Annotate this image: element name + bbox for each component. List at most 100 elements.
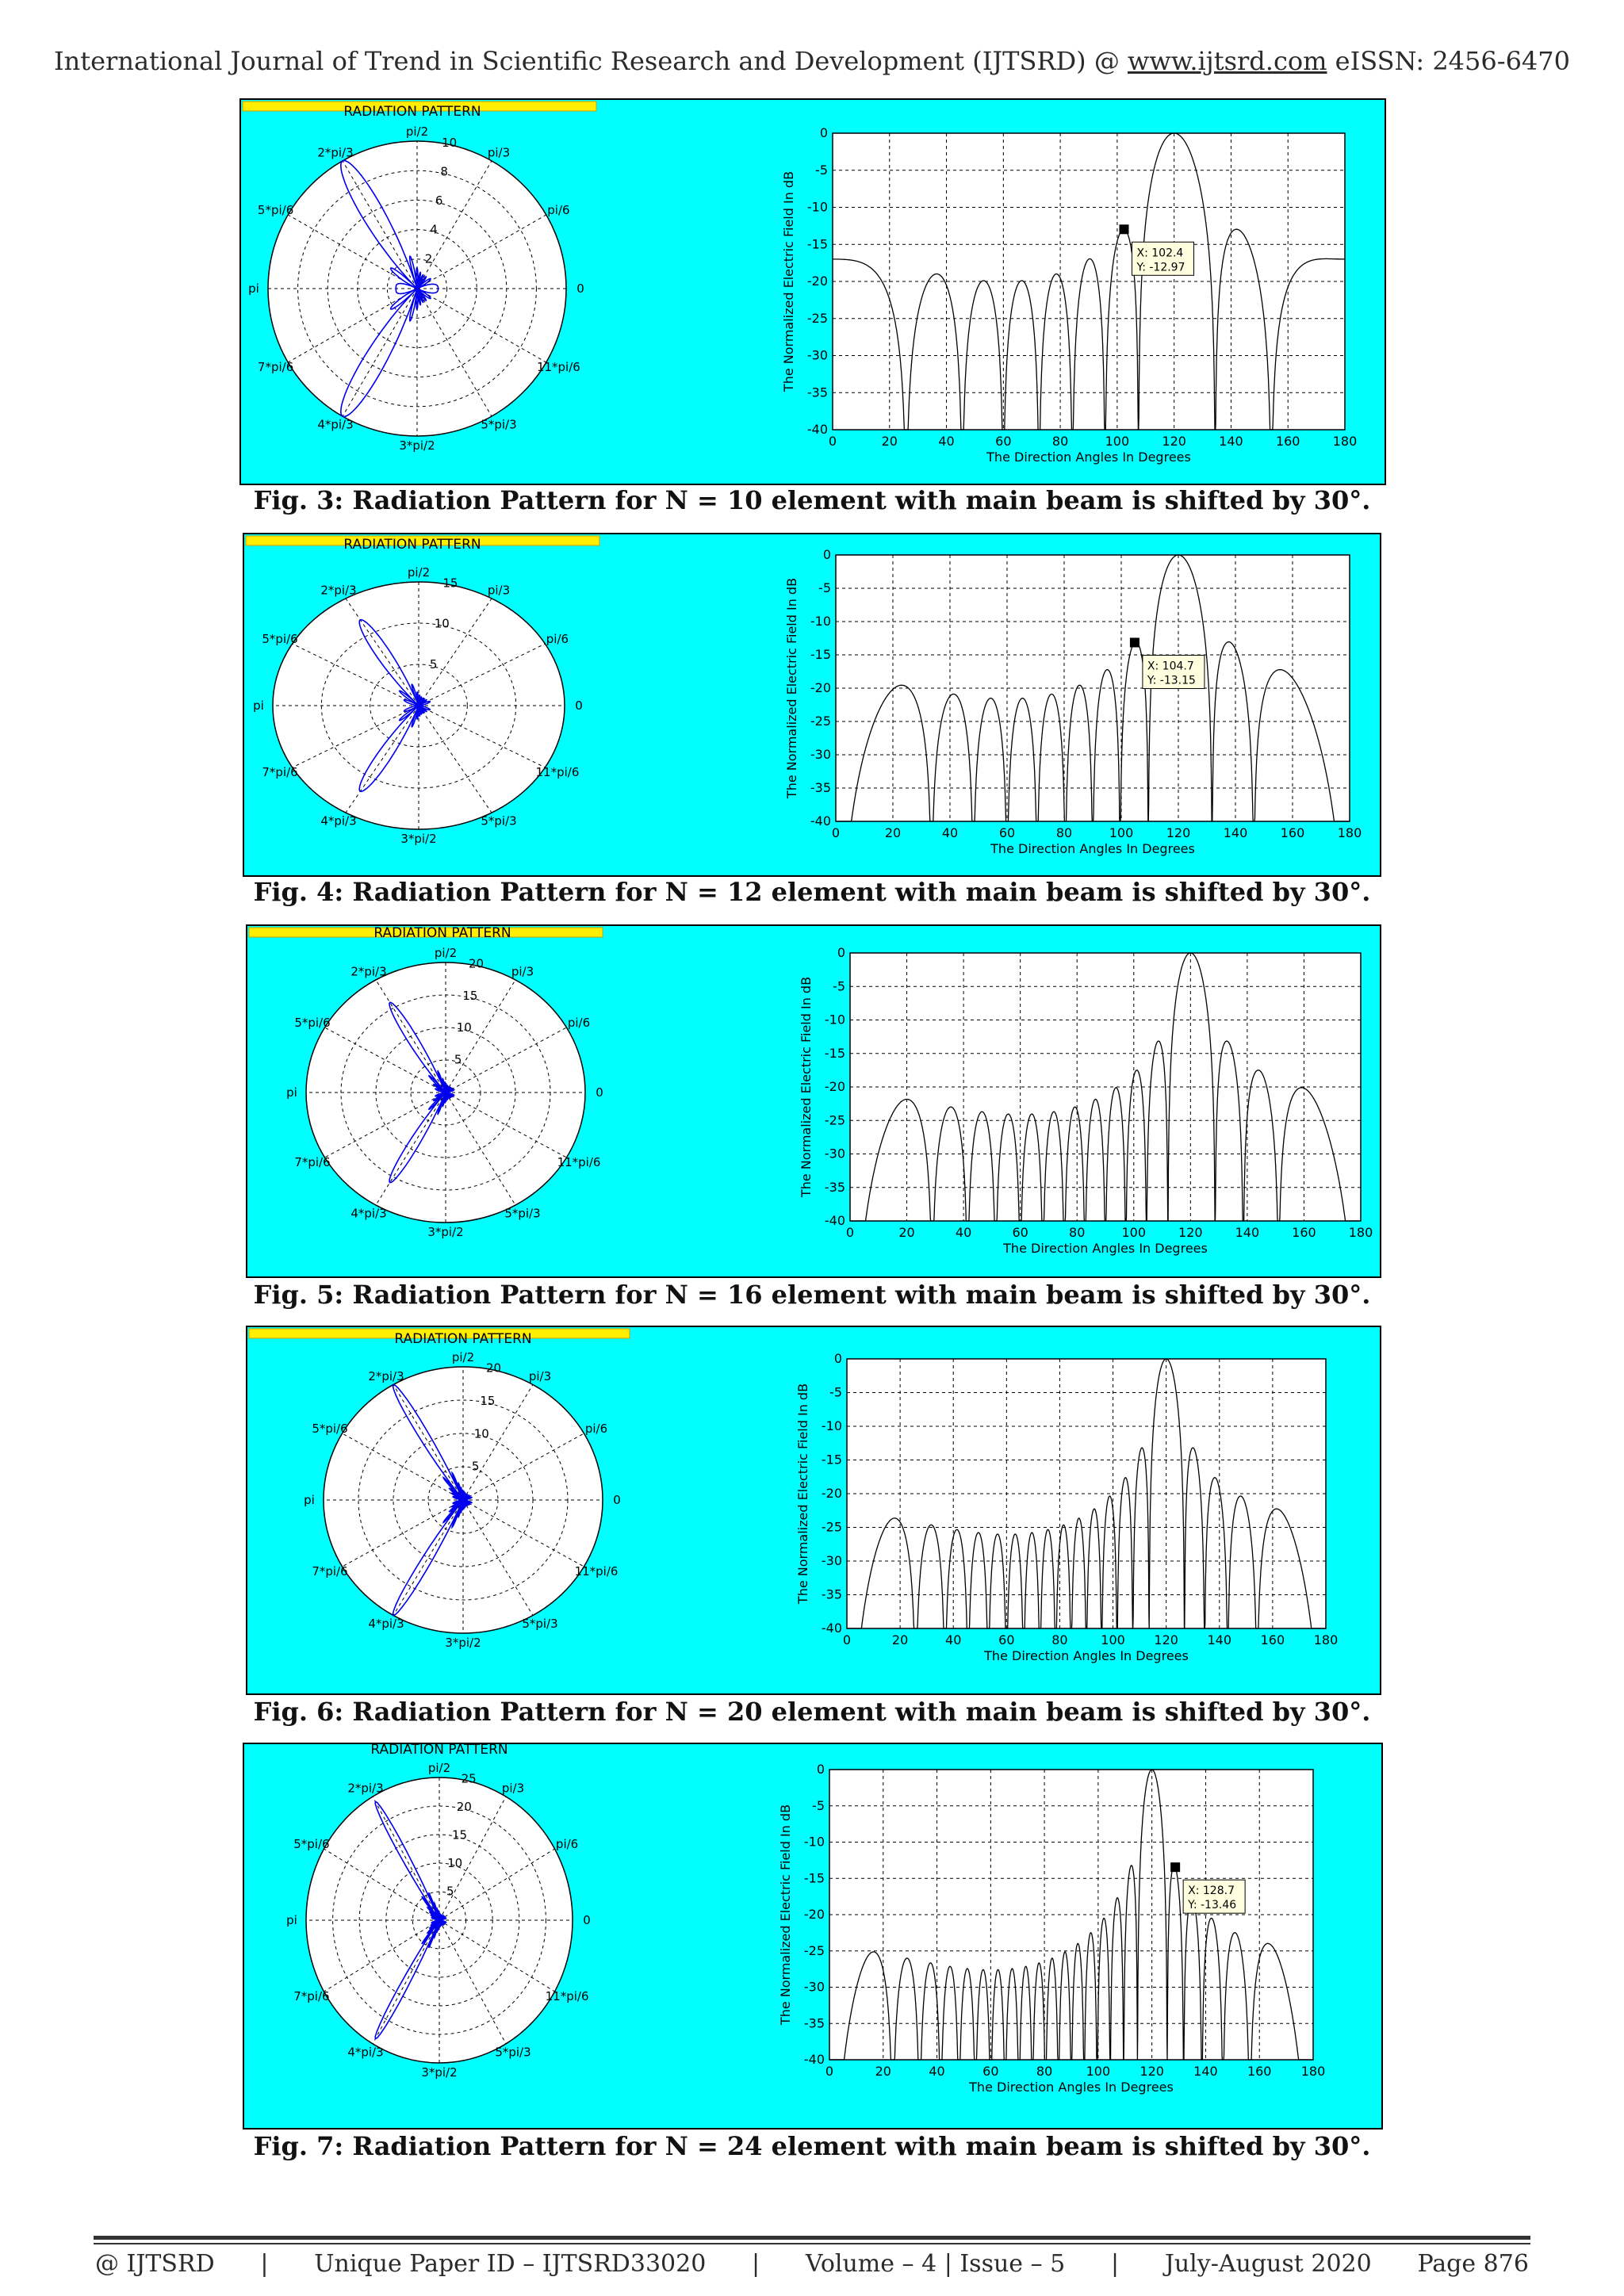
y-tick-label: -30: [810, 747, 831, 762]
polar-radial-tick-label: 20: [486, 1361, 501, 1376]
polar-angle-label: 4*pi/3: [317, 417, 353, 431]
y-tick-label: -15: [807, 236, 828, 251]
y-tick-label: -10: [807, 200, 828, 215]
polar-plot: RADIATION PATTERN pi/2 pi/3 pi/6 0 11*pi/6 5*p…: [248, 1328, 630, 1650]
footer-date: July-August 2020: [1164, 2250, 1372, 2278]
x-tick-label: 0: [832, 825, 840, 840]
footer-paper-id: Unique Paper ID – IJTSRD33020: [314, 2250, 707, 2278]
datatip-y-label: Y: -13.46: [1187, 1899, 1236, 1911]
x-tick-label: 120: [1166, 825, 1191, 840]
polar-grid-spoke: [439, 1796, 507, 1921]
series-line: [833, 132, 1345, 430]
y-tick-label: -10: [804, 1835, 825, 1850]
y-tick-label: 0: [823, 547, 831, 562]
polar-grid-spoke: [292, 705, 419, 768]
polar-angle-label: 0: [596, 1085, 603, 1100]
y-tick-label: -20: [804, 1907, 825, 1922]
x-tick-label: 40: [956, 1225, 971, 1240]
footer-rule-thick: [94, 2236, 1530, 2240]
rect-plot: 0 20 40 60 80 100 120 140 160 180 0 -5 -10 -15 -20 -25 -…: [799, 945, 1373, 1256]
x-tick-label: 60: [998, 1632, 1014, 1647]
polar-radial-tick-label: 10: [442, 136, 457, 150]
polar-radial-tick-label: 10: [447, 1856, 462, 1870]
polar-radial-tick-label: 10: [435, 617, 450, 631]
polar-grid-spoke: [372, 1796, 440, 1921]
polar-radial-tick-label: 25: [462, 1772, 477, 1786]
x-tick-label: 180: [1314, 1632, 1339, 1647]
x-tick-label: 0: [829, 434, 837, 449]
polar-angle-label: 11*pi/6: [546, 1989, 589, 2003]
page-footer: @ IJTSRD | Unique Paper ID – IJTSRD33020…: [95, 2250, 1529, 2278]
y-tick-label: -30: [822, 1553, 842, 1568]
polar-angle-label: 11*pi/6: [537, 360, 580, 374]
x-tick-label: 120: [1162, 434, 1186, 449]
polar-radial-tick-label: 10: [474, 1426, 489, 1441]
y-axis-label: The Normalized Electric Field In dB: [799, 977, 814, 1198]
y-tick-label: -5: [812, 1798, 825, 1813]
x-tick-label: 0: [846, 1225, 854, 1240]
polar-grid-spoke: [418, 705, 546, 768]
polar-angle-label: 0: [613, 1493, 621, 1507]
series-line: [850, 952, 1361, 1222]
x-tick-label: 60: [995, 434, 1011, 449]
polar-grid-spoke: [416, 288, 492, 417]
figure-7-charts: RADIATION PATTERN pi/2 pi/3 pi/6 0 11*pi/6 5*p…: [286, 1742, 1325, 2095]
polar-angle-label: 11*pi/6: [535, 765, 579, 779]
x-tick-label: 40: [942, 825, 958, 840]
x-tick-label: 180: [1333, 434, 1358, 449]
y-tick-label: -35: [825, 1180, 845, 1195]
polar-angle-label: 2*pi/3: [317, 146, 353, 160]
polar-grid-spoke: [342, 1499, 464, 1567]
journal-url-link[interactable]: www.ijtsrd.com: [1128, 46, 1327, 76]
datatip-box: [1132, 241, 1195, 276]
x-tick-label: 40: [945, 1632, 961, 1647]
polar-radial-tick-label: 15: [462, 989, 477, 1003]
rect-plot: 0 20 40 60 80 100 120 140 160 180 0 -5 -10 -15 -20 -25 -…: [795, 1351, 1338, 1663]
title-bar: [242, 101, 597, 112]
polar-angle-label: 2*pi/3: [350, 965, 386, 979]
x-axis-label: The Direction Angles In Degrees: [1002, 1241, 1208, 1256]
polar-pattern-line: [374, 1800, 447, 2040]
polar-radial-tick-label: 4: [430, 223, 438, 237]
figure-6-charts: RADIATION PATTERN pi/2 pi/3 pi/6 0 11*pi/6 5*p…: [248, 1328, 1338, 1663]
polar-angle-label: pi/2: [428, 1761, 450, 1775]
polar-radial-tick-label: 15: [480, 1394, 495, 1408]
polar-angle-label: 3*pi/2: [399, 438, 435, 453]
x-tick-label: 100: [1101, 1632, 1125, 1647]
x-tick-label: 80: [1069, 1225, 1085, 1240]
datatip-x-label: X: 104.7: [1147, 660, 1194, 672]
y-tick-label: -5: [815, 163, 828, 178]
polar-plot: RADIATION PATTERN pi/2 pi/3 pi/6 0 11*pi/6 5*p…: [286, 1742, 591, 2080]
polar-grid-spoke: [439, 1919, 507, 2045]
rect-plot: 0 20 40 60 80 100 120 140 160 180 0 -5 -10 -15 -20 -25 -…: [784, 547, 1362, 856]
y-tick-label: -20: [807, 274, 828, 289]
polar-angle-label: pi/2: [452, 1350, 474, 1364]
polar-radial-tick-label: 10: [457, 1020, 472, 1035]
y-tick-label: -40: [810, 813, 831, 828]
polar-grid-spoke: [324, 1027, 446, 1093]
x-tick-label: 20: [882, 434, 898, 449]
polar-angle-label: 4*pi/3: [320, 813, 356, 828]
polar-angle-label: pi: [286, 1913, 297, 1927]
footer-volume: Volume – 4 | Issue – 5: [805, 2250, 1066, 2278]
polar-pattern-line: [389, 1001, 455, 1184]
polar-angle-label: pi/6: [568, 1016, 590, 1030]
footer-rule-thin: [94, 2243, 1530, 2244]
polar-angle-label: 5*pi/3: [481, 813, 516, 828]
x-axis-label: The Direction Angles In Degrees: [990, 841, 1195, 856]
polar-grid-spoke: [292, 643, 419, 706]
journal-issn: eISSN: 2456-6470: [1327, 46, 1570, 76]
figure-4-caption: Fig. 4: Radiation Pattern for N = 12 ele…: [253, 877, 1371, 907]
polar-angle-label: pi/3: [488, 146, 510, 160]
polar-grid-spoke: [342, 1433, 464, 1501]
datatip-box: [1182, 1879, 1246, 1914]
datatip-marker: [1170, 1862, 1181, 1873]
y-tick-label: -35: [804, 2015, 825, 2030]
polar-grid-ring: [297, 170, 537, 408]
title-bar: [245, 535, 600, 546]
y-tick-label: -40: [804, 2052, 825, 2067]
polar-angle-label: 0: [575, 698, 583, 713]
y-tick-label: -40: [807, 422, 828, 437]
y-tick-label: -10: [822, 1418, 842, 1433]
polar-grid-spoke: [342, 288, 418, 417]
